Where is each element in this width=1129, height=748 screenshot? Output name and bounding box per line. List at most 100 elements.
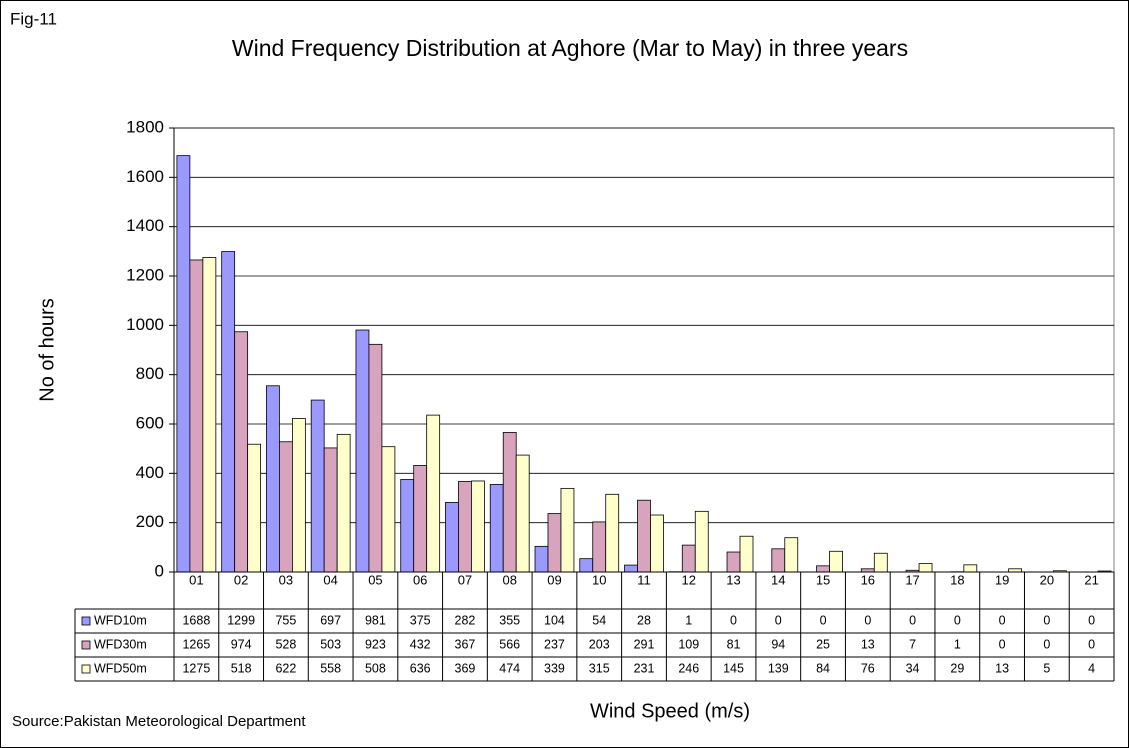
x-tick-label: 12 [682, 572, 696, 587]
table-value: 1 [954, 637, 961, 651]
bar [400, 479, 415, 573]
table-value: 622 [275, 661, 296, 675]
bar [592, 521, 607, 573]
x-tick-label: 20 [1040, 572, 1054, 587]
table-value: 203 [589, 637, 610, 651]
table-value: 558 [320, 661, 341, 675]
bar [279, 441, 293, 573]
table-value: 566 [499, 637, 520, 651]
legend-swatch [81, 640, 91, 650]
y-tick-label: 600 [136, 413, 164, 432]
bar [202, 257, 217, 573]
table-value: 369 [455, 661, 476, 675]
bar [681, 544, 696, 573]
table-value: 13 [861, 637, 875, 651]
table-value: 34 [906, 661, 920, 675]
y-tick-label: 400 [136, 463, 164, 482]
bar [515, 454, 530, 573]
x-tick-label: 21 [1084, 572, 1098, 587]
bar [368, 343, 383, 573]
table-value: 0 [954, 613, 961, 627]
x-tick-label: 04 [323, 572, 337, 587]
table-value: 0 [1043, 637, 1050, 651]
table-value: 315 [589, 661, 610, 675]
bar [637, 499, 651, 573]
table-value: 697 [320, 613, 341, 627]
table-value: 0 [1088, 613, 1095, 627]
table-value: 367 [455, 637, 476, 651]
table-value: 1688 [182, 613, 210, 627]
x-tick-label: 05 [368, 572, 382, 587]
table-value: 755 [275, 613, 296, 627]
bar [560, 487, 575, 573]
chart-title: Wind Frequency Distribution at Aghore (M… [232, 35, 908, 61]
legend-swatch [81, 664, 91, 674]
x-tick-label: 03 [279, 572, 293, 587]
bar [266, 385, 280, 573]
bar [816, 565, 830, 573]
bar [502, 431, 517, 573]
y-tick-label: 800 [136, 364, 164, 383]
bar [579, 558, 594, 573]
table-value: 0 [864, 613, 871, 627]
bar [381, 446, 396, 573]
table-value: 432 [410, 637, 431, 651]
y-tick-label: 1000 [126, 315, 164, 334]
table-value: 94 [771, 637, 785, 651]
table-value: 0 [999, 637, 1006, 651]
x-tick-label: 18 [950, 572, 964, 587]
table-value: 375 [410, 613, 431, 627]
bar [323, 447, 338, 573]
table-value: 636 [410, 661, 431, 675]
table-value: 29 [950, 661, 964, 675]
table-value: 145 [723, 661, 744, 675]
legend-label: WFD10m [94, 613, 147, 627]
y-tick-label: 1600 [126, 167, 164, 186]
table-value: 246 [678, 661, 699, 675]
y-tick-label: 200 [136, 512, 164, 531]
bar [426, 414, 441, 573]
legend-label: WFD30m [94, 637, 147, 651]
table-value: 104 [544, 613, 565, 627]
bar [771, 548, 786, 573]
bar [963, 564, 978, 573]
x-tick-label: 19 [995, 572, 1009, 587]
table-value: 474 [499, 661, 520, 675]
bar [291, 418, 306, 573]
x-tick-label: 15 [816, 572, 830, 587]
table-value: 54 [592, 613, 606, 627]
bar [310, 399, 325, 573]
table-value: 0 [775, 613, 782, 627]
bar [829, 550, 843, 573]
y-tick-label: 0 [155, 561, 164, 580]
table-value: 291 [634, 637, 655, 651]
table-value: 503 [320, 637, 341, 651]
table-value: 231 [634, 661, 655, 675]
y-tick-label: 1400 [126, 216, 164, 235]
bar [445, 502, 459, 573]
table-value: 981 [365, 613, 386, 627]
table-value: 0 [909, 613, 916, 627]
table-value: 528 [275, 637, 296, 651]
bar [189, 259, 204, 573]
x-tick-label: 06 [413, 572, 427, 587]
bar [624, 564, 638, 573]
bar [336, 433, 351, 573]
table-value: 1299 [227, 613, 255, 627]
table-value: 0 [999, 613, 1006, 627]
x-tick-label: 09 [547, 572, 561, 587]
bar [918, 563, 933, 573]
x-tick-label: 14 [771, 572, 785, 587]
table-value: 5 [1043, 661, 1050, 675]
table-value: 139 [768, 661, 789, 675]
bar [726, 551, 741, 573]
legend-label: WFD50m [94, 661, 147, 675]
table-value: 7 [909, 637, 916, 651]
bar [355, 329, 370, 573]
bar [489, 484, 504, 573]
bar [234, 331, 249, 573]
x-tick-label: 17 [905, 572, 919, 587]
bar [784, 537, 799, 573]
table-value: 81 [727, 637, 741, 651]
